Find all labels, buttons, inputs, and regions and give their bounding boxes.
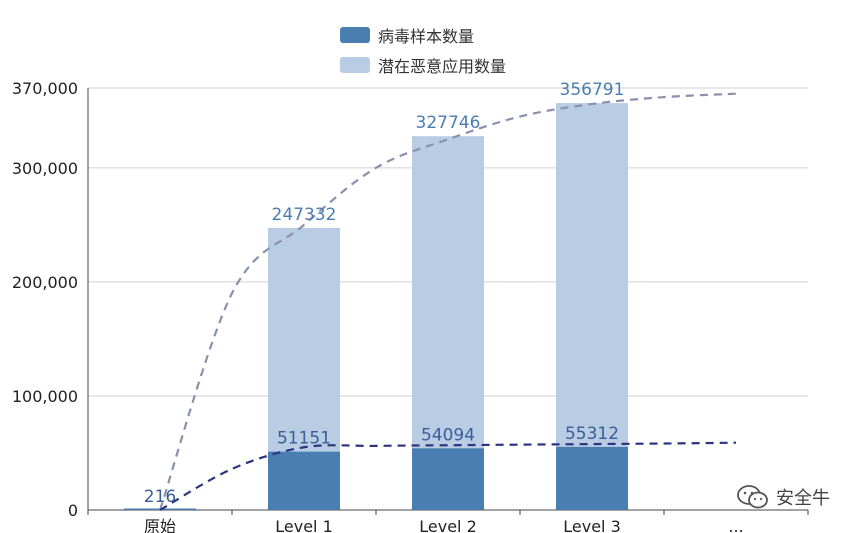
bar-virus (412, 448, 484, 510)
data-label-malicious: 327746 (416, 113, 481, 133)
legend-label-virus: 病毒样本数量 (378, 27, 475, 46)
wechat-icon (737, 485, 768, 509)
x-tick-label: ... (728, 517, 743, 533)
data-label-virus: 55312 (565, 424, 619, 444)
legend-swatch-virus (340, 27, 370, 43)
bar-virus (268, 451, 340, 510)
legend-swatch-malicious (340, 57, 370, 73)
x-tick-label: Level 2 (419, 517, 477, 533)
data-label-virus: 216 (144, 487, 176, 507)
data-label-virus: 51151 (277, 429, 331, 449)
legend: 病毒样本数量 潜在恶意应用数量 (340, 24, 506, 84)
y-tick-label: 100,000 (12, 387, 78, 406)
legend-item-virus: 病毒样本数量 (340, 24, 506, 46)
watermark-text: 安全牛 (776, 488, 830, 509)
data-label-malicious: 356791 (560, 80, 625, 100)
x-tick-label: Level 3 (563, 517, 621, 533)
legend-item-malicious: 潜在恶意应用数量 (340, 54, 506, 76)
data-label-malicious: 247332 (272, 205, 337, 225)
data-label-virus: 54094 (421, 425, 475, 445)
upper-trend (158, 92, 737, 511)
bar-malicious (556, 103, 628, 510)
bar-virus (556, 446, 628, 510)
lower-trend (159, 441, 737, 511)
x-tick-label: Level 1 (275, 517, 333, 533)
legend-label-malicious: 潜在恶意应用数量 (378, 57, 507, 76)
x-tick-label: 原始 (144, 517, 176, 533)
y-tick-label: 300,000 (12, 159, 78, 178)
bar-malicious (412, 136, 484, 511)
watermark: 安全牛 (736, 484, 830, 510)
y-tick-label: 0 (68, 501, 78, 520)
y-tick-label: 370,000 (12, 79, 78, 98)
y-tick-label: 200,000 (12, 273, 78, 292)
